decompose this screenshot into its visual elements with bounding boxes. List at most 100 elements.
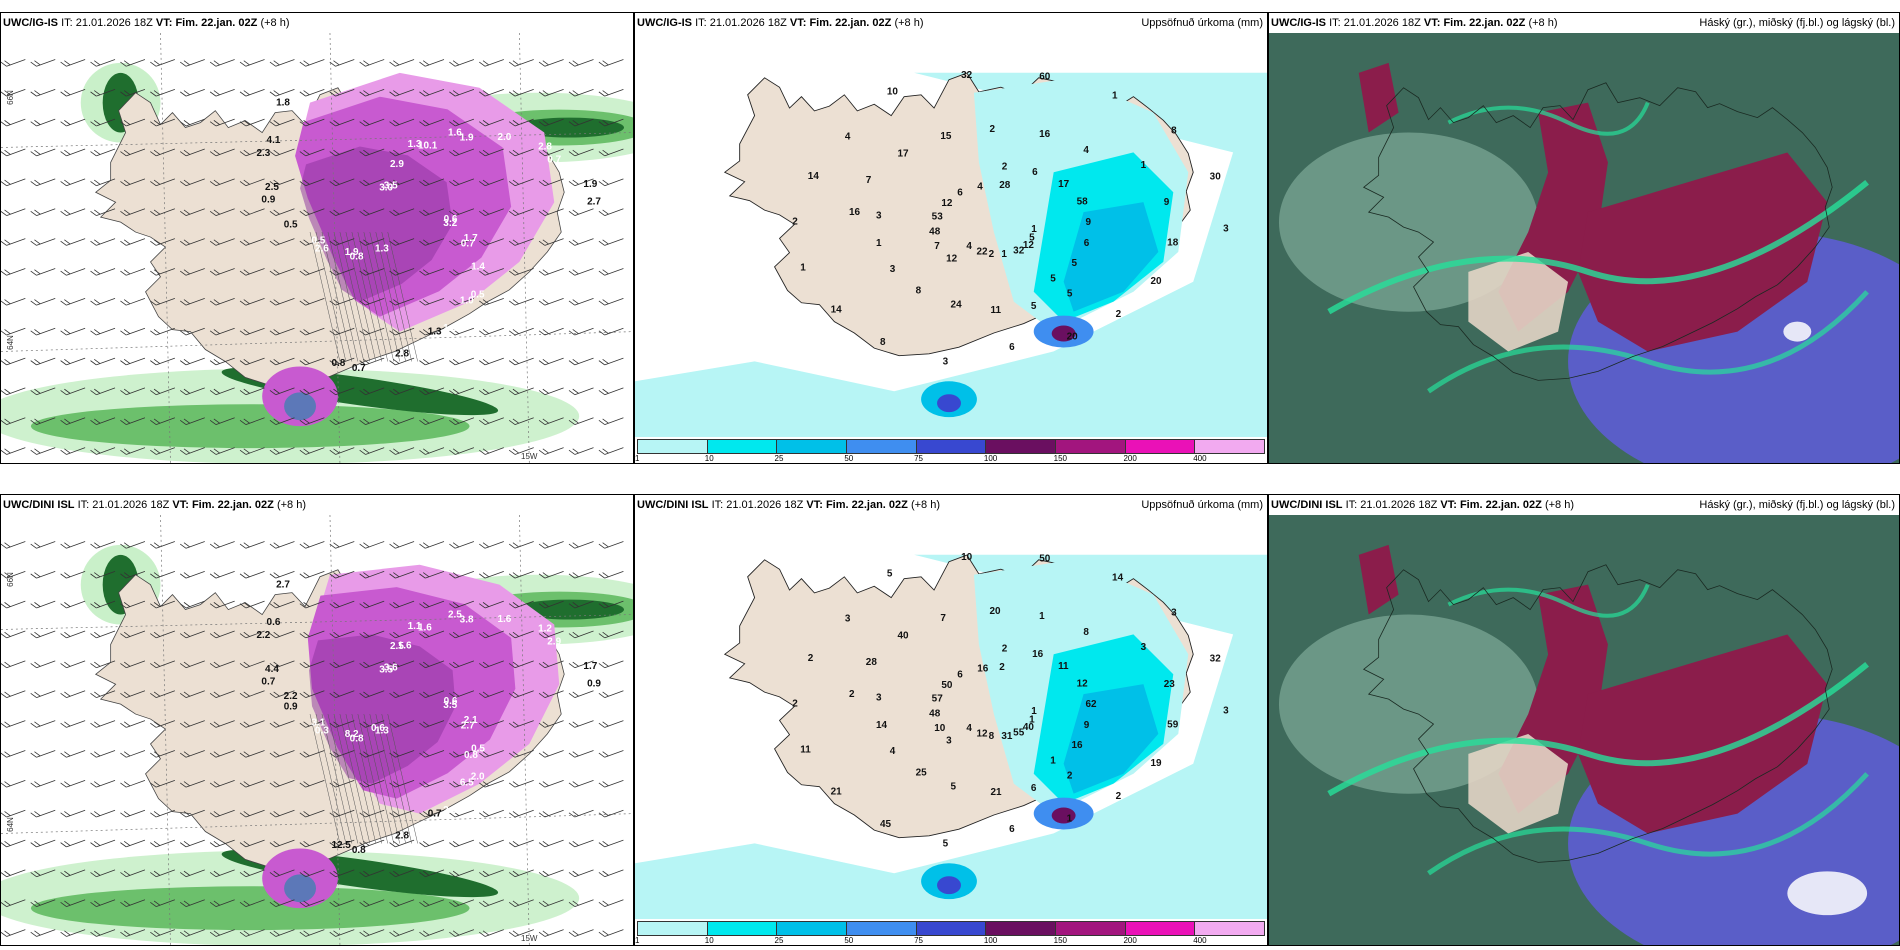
value-label: 25 — [916, 767, 928, 778]
wind-barb — [179, 600, 205, 609]
value-label: 59 — [1167, 719, 1179, 730]
map-cloud-cover[interactable] — [1269, 33, 1899, 463]
value-label: 1.6 — [418, 622, 432, 633]
wind-barb — [239, 929, 265, 937]
wind-barb — [1, 417, 26, 425]
map-accum-precip[interactable]: 1 12 2 5 16 1 3 10 5 7 6 5 7 9 8 32 12 48 17 11 17 18 14 60 32 53… — [635, 33, 1267, 437]
wind-barb — [508, 660, 534, 669]
wind-barb — [30, 178, 56, 187]
wind-barbs — [1, 59, 624, 455]
value-label: 3 — [1171, 607, 1177, 618]
init-time: 21.01.2026 18Z — [1343, 17, 1421, 29]
cloud-edge — [1447, 101, 1650, 136]
wind-barb — [508, 268, 534, 276]
model-name: UWC/IG-IS — [1271, 17, 1326, 29]
panel-header: UWC/IG-IS IT: 21.01.2026 18Z VT: Fim. 22… — [1269, 13, 1899, 33]
value-label: 3 — [890, 264, 896, 275]
wind-barb — [419, 357, 445, 366]
wind-barb — [30, 417, 56, 425]
wind-barb — [179, 238, 205, 246]
value-label: 12 — [976, 728, 988, 739]
wind-barb — [299, 839, 325, 848]
value-label: 2 — [792, 698, 798, 709]
wind-barb — [508, 899, 534, 907]
value-label: 21 — [991, 787, 1003, 798]
value-label: 6 — [1009, 824, 1015, 835]
wind-barb — [209, 630, 235, 639]
wind-barb — [179, 809, 205, 818]
value-label: 8 — [1171, 125, 1177, 136]
value-label: 28 — [866, 657, 878, 668]
wind-barb — [239, 630, 265, 639]
value-label: 2.7 — [276, 580, 290, 591]
wind-barb — [359, 660, 385, 669]
map-accum-precip[interactable]: 1 3 2 2 2 3 5 5 1 10 16 6 28 23 45 10 40 48 11 21 40 59 21 50 55… — [635, 515, 1267, 919]
wind-barb — [90, 570, 116, 579]
wind-barb — [269, 327, 295, 336]
map-wind-precip[interactable]: 0.6 0.8 1.1 2.0 0.7 1.2 0.8 3.5 2.1 0.3 2.5 2.6 2.2 1… — [1, 515, 633, 945]
value-label: 3.8 — [460, 615, 474, 626]
wind-barb — [269, 839, 295, 848]
map-cloud-cover[interactable] — [1269, 515, 1899, 945]
wind-barb — [389, 750, 415, 758]
wind-barb — [1, 447, 26, 455]
value-label: 8 — [880, 337, 886, 348]
value-label: 9 — [1164, 197, 1170, 208]
wind-barb — [90, 779, 116, 788]
wind-barb — [1, 869, 26, 878]
wind-barb — [449, 750, 475, 758]
wind-barb — [359, 148, 385, 157]
wind-barb — [598, 809, 624, 818]
wind-barb — [479, 600, 504, 609]
lat-line — [1, 331, 633, 352]
init-time: 21.01.2026 18Z — [726, 499, 804, 511]
wind-barb — [239, 268, 265, 276]
wind-barb — [60, 447, 86, 455]
wind-barb — [239, 59, 265, 67]
wind-barb — [568, 929, 594, 937]
wind-barb — [30, 387, 56, 396]
value-label: 2.0 — [497, 132, 511, 143]
wind-barb — [329, 208, 355, 216]
value-label: 17 — [898, 149, 910, 160]
wind-barb — [359, 779, 385, 788]
value-label: 1 — [1031, 224, 1037, 235]
wind-barb — [150, 929, 175, 937]
wind-barb — [329, 447, 355, 455]
legend-swatch — [707, 922, 778, 935]
wind-barb — [329, 178, 355, 187]
value-label: 6 — [1009, 342, 1015, 353]
wind-barb — [239, 238, 265, 246]
value-labels: 0.6 0.8 1.3 0.5 0.9 2.8 0.7 3.0 1.7 2.6 1.6 1.5 2.3 1… — [256, 98, 601, 374]
wind-barb — [419, 929, 445, 937]
wind-barb — [538, 929, 564, 937]
wind-barb — [419, 690, 445, 698]
legend-swatch — [1195, 922, 1265, 935]
wind-barb — [508, 570, 534, 579]
wind-barb — [1, 387, 26, 396]
value-label: 1 — [1050, 756, 1056, 767]
wind-barb — [359, 327, 385, 336]
wind-barb — [239, 387, 265, 396]
wind-barb — [30, 660, 56, 669]
value-label: 2 — [1067, 770, 1073, 781]
model-name: UWC/DINI ISL — [1271, 499, 1343, 511]
wind-barb — [239, 447, 265, 455]
value-label: 1 — [1067, 814, 1073, 825]
wind-barb — [150, 839, 175, 848]
valid-time: Fim. 22.jan. 02Z — [191, 499, 274, 511]
value-label: 4 — [966, 723, 972, 734]
wind-barb — [150, 297, 175, 306]
wind-barb — [30, 869, 56, 878]
wind-barb — [508, 630, 534, 639]
wind-barb — [359, 178, 385, 187]
value-label: 24 — [951, 300, 963, 311]
wind-barb — [359, 268, 385, 276]
wind-barb — [359, 297, 385, 306]
map-wind-precip[interactable]: 0.6 0.8 1.3 0.5 0.9 2.8 0.7 3.0 1.7 2.6 1.6 1.5 2.3 1… — [1, 33, 633, 463]
wind-barb — [449, 660, 475, 669]
wind-barb — [449, 570, 475, 579]
wind-barb — [449, 208, 475, 216]
wind-barb — [568, 600, 594, 609]
value-label: 1.1 — [408, 621, 422, 632]
